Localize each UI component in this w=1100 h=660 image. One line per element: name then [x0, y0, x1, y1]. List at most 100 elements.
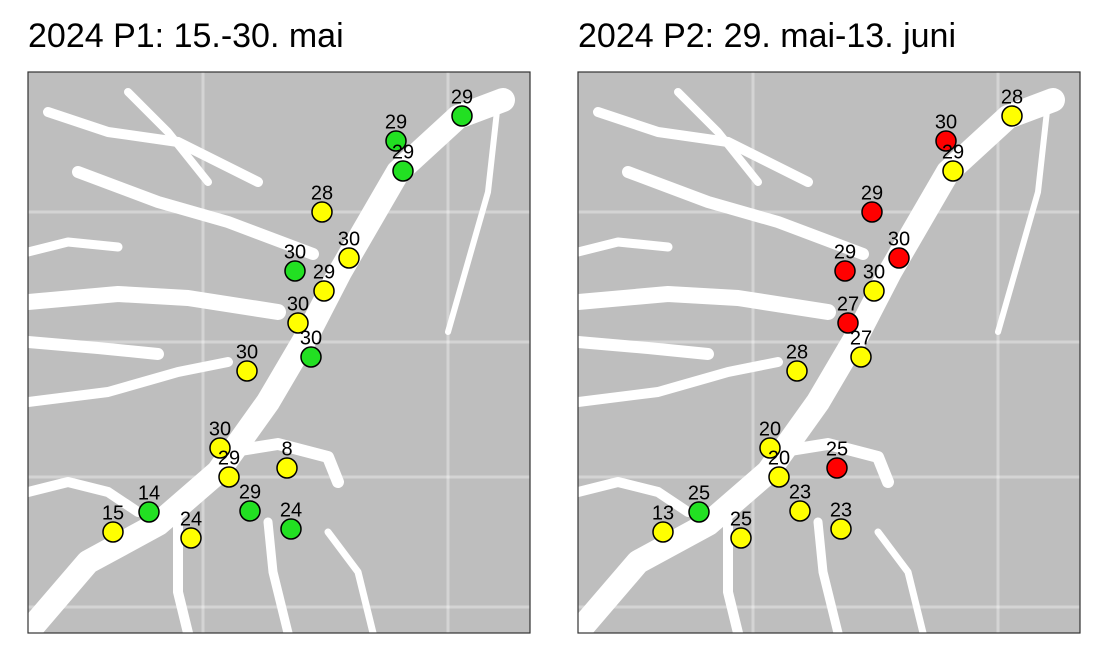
station-label: 30 [863, 261, 885, 283]
water [28, 88, 515, 633]
station-marker [942, 160, 964, 182]
water [813, 517, 843, 633]
station-label: 25 [688, 482, 710, 504]
station-marker [338, 247, 360, 269]
station-label: 23 [830, 499, 852, 521]
water [674, 88, 762, 186]
station-label: 30 [284, 241, 306, 263]
station-label: 29 [239, 481, 261, 503]
station-marker [759, 437, 781, 459]
station-marker [688, 501, 710, 523]
station-label: 27 [850, 327, 872, 349]
station-marker [861, 201, 883, 223]
station-marker [236, 360, 258, 382]
station-label: 20 [759, 418, 781, 440]
station-label: 28 [1001, 86, 1023, 108]
water [578, 286, 836, 320]
station-marker [451, 105, 473, 127]
station-label: 29 [834, 241, 856, 263]
station-label: 24 [180, 508, 202, 530]
station-marker [863, 280, 885, 302]
water [28, 286, 286, 320]
station-marker [652, 521, 674, 543]
station-label: 25 [826, 438, 848, 460]
station-marker [830, 518, 852, 540]
water [593, 107, 813, 187]
water [772, 438, 894, 488]
station-label: 30 [888, 228, 910, 250]
station-marker [826, 457, 848, 479]
station-marker [768, 466, 790, 488]
station-marker [276, 457, 298, 479]
station-label: 29 [861, 182, 883, 204]
station-marker [280, 518, 302, 540]
water [874, 528, 927, 633]
water [72, 166, 319, 260]
station-label: 28 [786, 341, 808, 363]
station-label: 28 [311, 182, 333, 204]
station-label: 23 [789, 481, 811, 503]
station-label: 14 [138, 482, 160, 504]
map-background [28, 72, 530, 633]
station-marker [102, 521, 124, 543]
station-label: 15 [102, 502, 124, 524]
station-label: 30 [300, 327, 322, 349]
panel-border [577, 71, 1081, 634]
water [578, 237, 673, 257]
station-label: 30 [209, 418, 231, 440]
station-marker [730, 527, 752, 549]
station-label: 25 [730, 508, 752, 530]
water [28, 336, 164, 360]
water [995, 99, 1051, 335]
water [723, 517, 743, 633]
station-label: 8 [281, 438, 292, 460]
station-label: 29 [385, 111, 407, 133]
station-label: 20 [768, 447, 790, 469]
water [324, 528, 377, 633]
water [28, 477, 143, 517]
station-label: 29 [218, 447, 240, 469]
station-marker [287, 312, 309, 334]
water [43, 107, 263, 187]
water [622, 166, 869, 260]
water [578, 357, 783, 407]
station-marker [138, 501, 160, 523]
station-marker [392, 160, 414, 182]
water [578, 88, 1065, 633]
water [124, 88, 212, 186]
station-label: 29 [392, 141, 414, 163]
station-marker [209, 437, 231, 459]
station-label: 27 [837, 293, 859, 315]
station-marker [180, 527, 202, 549]
station-marker [311, 201, 333, 223]
station-label: 13 [652, 502, 674, 524]
station-marker [850, 346, 872, 368]
station-marker [834, 260, 856, 282]
station-label: 29 [942, 141, 964, 163]
water [578, 336, 714, 360]
station-marker [239, 500, 261, 522]
water [445, 99, 501, 335]
station-marker [300, 346, 322, 368]
panel-title: 2024 P1: 15.-30. mai [28, 17, 344, 55]
water [578, 477, 693, 517]
station-marker [313, 280, 335, 302]
station-label: 29 [451, 86, 473, 108]
station-marker [888, 247, 910, 269]
panel-border [27, 71, 531, 634]
station-marker [284, 260, 306, 282]
station-marker [786, 360, 808, 382]
station-label: 30 [287, 293, 309, 315]
panel-title: 2024 P2: 29. mai-13. juni [578, 17, 956, 55]
station-marker [837, 312, 859, 334]
station-label: 29 [313, 261, 335, 283]
water [28, 357, 233, 407]
map-background [578, 72, 1080, 633]
station-label: 30 [338, 228, 360, 250]
water [222, 438, 344, 488]
station-marker [218, 466, 240, 488]
station-label: 24 [280, 499, 302, 521]
